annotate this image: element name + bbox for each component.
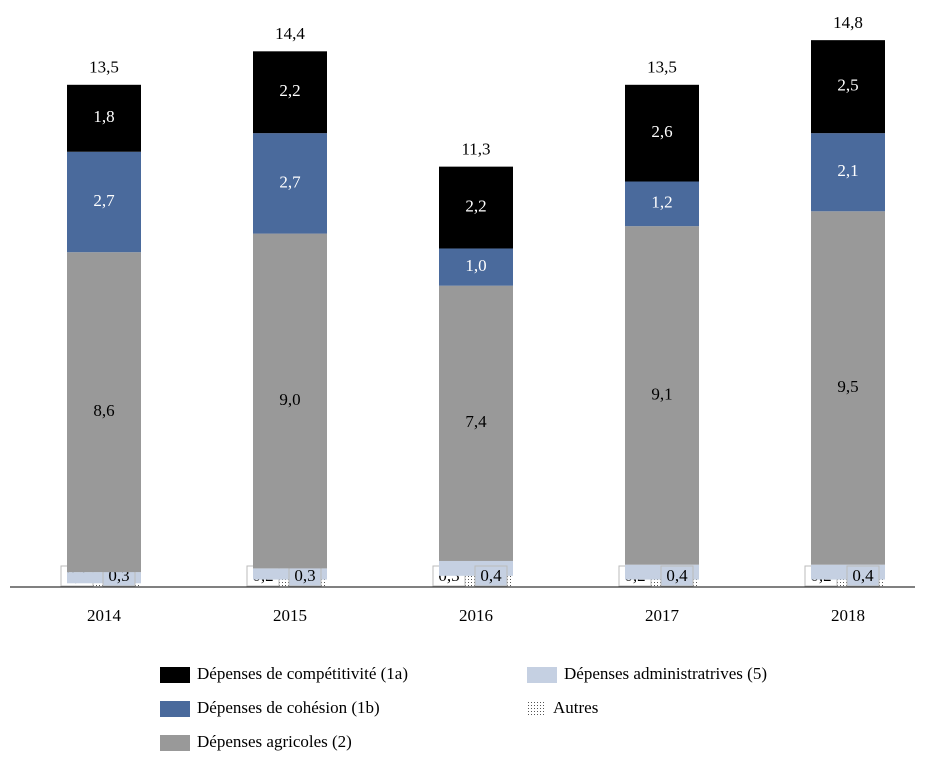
x-tick-label: 2016: [459, 606, 493, 625]
data-label: 2,2: [465, 196, 486, 215]
total-label: 13,5: [647, 58, 677, 77]
bar-segment: [439, 285, 513, 561]
data-label: 7,4: [465, 412, 487, 431]
bar-segment: [67, 84, 141, 152]
bar-segment: [253, 233, 327, 569]
data-label: 8,6: [93, 401, 114, 420]
legend-swatch: [527, 701, 545, 717]
data-label: 0,4: [852, 566, 874, 585]
bar-segment: [439, 248, 513, 286]
data-label: 2,7: [93, 191, 115, 210]
data-label: 9,1: [651, 384, 672, 403]
data-label: 0,4: [480, 566, 502, 585]
bar-segment: [625, 84, 699, 182]
bar-segment: [439, 166, 513, 249]
label-box: [846, 565, 880, 587]
data-label: 2,7: [279, 172, 301, 191]
bar-segment: [67, 151, 141, 253]
data-label: 2,5: [837, 76, 858, 95]
legend-swatch: [160, 701, 190, 717]
label-box: [474, 565, 508, 587]
bar-segment: [811, 211, 885, 565]
x-tick-label: 2014: [87, 606, 122, 625]
data-label: 2,6: [651, 122, 672, 141]
data-label: 0,3: [294, 566, 315, 585]
legend-swatch: [160, 667, 190, 683]
bar-segment: [625, 181, 699, 227]
data-label: 2,1: [837, 161, 858, 180]
bar-segment: [253, 133, 327, 234]
bar-segment: [625, 226, 699, 565]
data-label: 9,0: [279, 390, 300, 409]
data-label: 1,0: [465, 256, 486, 275]
total-label: 14,4: [275, 24, 305, 43]
bar-segment: [811, 133, 885, 212]
legend-swatch: [527, 667, 557, 683]
x-tick-label: 2018: [831, 606, 865, 625]
legend-label: Dépenses administratrives (5): [564, 664, 767, 683]
data-label: 2,2: [279, 81, 300, 100]
legend-label: Dépenses de cohésion (1b): [197, 698, 380, 717]
legend-swatch: [160, 735, 190, 751]
label-box: [660, 565, 694, 587]
x-tick-label: 2015: [273, 606, 307, 625]
legend-label: Dépenses agricoles (2): [197, 732, 352, 751]
bar-segment: [253, 51, 327, 134]
x-tick-label: 2017: [645, 606, 680, 625]
data-label: 1,8: [93, 107, 114, 126]
data-label: 1,2: [651, 193, 672, 212]
legend-label: Dépenses de compétitivité (1a): [197, 664, 408, 683]
total-label: 11,3: [461, 140, 490, 159]
data-label: 9,5: [837, 377, 858, 396]
total-label: 13,5: [89, 58, 119, 77]
total-label: 14,8: [833, 13, 863, 32]
bar-segment: [811, 40, 885, 134]
bar-segment: [67, 252, 141, 573]
data-label: 0,4: [666, 566, 688, 585]
legend-label: Autres: [553, 698, 598, 717]
